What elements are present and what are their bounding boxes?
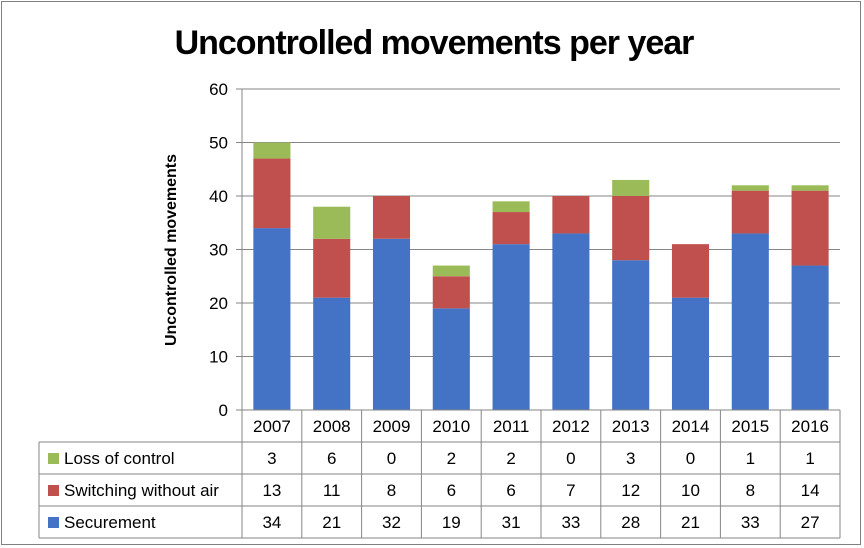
data-label: 21 [322,513,341,532]
y-tick-label: 30 [209,241,228,260]
data-label: 3 [267,449,276,468]
data-label: 2 [447,449,456,468]
bar-switching-without-air-2013 [612,196,650,261]
data-label: 27 [801,513,820,532]
bar-securement-2011 [492,244,530,410]
bar-switching-without-air-2007 [253,158,291,229]
data-label: 10 [681,481,700,500]
data-label: 11 [323,481,341,500]
bar-securement-2012 [552,233,590,410]
x-tick-label: 2010 [432,417,470,436]
data-table: 2007 2008 2009 2010 2011 2012 2013 2014 2015 2016… [38,409,841,539]
data-label: 6 [327,449,336,468]
data-label: 8 [746,481,755,500]
legend-entry: Switching without air [64,481,219,500]
data-label: 33 [561,513,580,532]
y-tick-label: 10 [209,348,228,367]
data-label: 2 [506,449,515,468]
data-label: 12 [621,481,640,500]
x-tick-label: 2016 [791,417,829,436]
bar-switching-without-air-2009 [372,196,411,239]
data-label: 0 [686,449,695,468]
data-label: 0 [387,449,396,468]
x-tick-label: 2013 [612,417,650,436]
chart-title: Uncontrolled movements per year [175,24,695,62]
data-label: 0 [566,449,575,468]
bar-securement-2009 [372,238,411,410]
y-tick-label: 60 [209,80,228,99]
x-tick-label: 2007 [253,417,291,436]
data-label: 13 [262,481,281,500]
bar-switching-without-air-2016 [791,190,829,266]
data-label: 6 [506,481,515,500]
data-label: 19 [442,513,461,532]
bar-loss-of-control-2015 [731,185,769,191]
y-axis-label: Uncontrolled movements [163,154,180,346]
bar-loss-of-control-2008 [313,206,351,239]
bar-switching-without-air-2012 [552,196,590,234]
bar-loss-of-control-2013 [612,179,650,196]
legend-entry: Loss of control [64,449,175,468]
legend-entry: Securement [64,513,156,532]
bar-switching-without-air-2010 [432,276,470,309]
legend-swatch [48,453,59,464]
data-label: 1 [805,449,814,468]
bar-securement-2016 [791,265,829,410]
legend-swatch [48,485,59,496]
bar-securement-2008 [313,297,351,410]
y-tick-label: 40 [209,187,228,206]
data-label: 34 [262,513,281,532]
bar-securement-2010 [432,308,470,410]
data-label: 14 [801,481,820,500]
data-label: 3 [626,449,635,468]
y-tick-label: 50 [209,134,228,153]
data-label: 32 [382,513,401,532]
bar-switching-without-air-2011 [492,212,530,245]
bar-switching-without-air-2008 [313,238,351,298]
y-tick-label: 0 [219,401,228,420]
data-label: 8 [387,481,396,500]
bar-securement-2007 [253,228,291,410]
bar-loss-of-control-2016 [791,185,829,191]
data-label: 1 [746,449,755,468]
y-tick-label: 20 [209,294,228,313]
data-label: 31 [502,513,521,532]
bar-securement-2015 [731,233,769,410]
data-label: 7 [566,481,575,500]
bars [253,142,829,410]
bar-switching-without-air-2014 [671,244,710,298]
data-label: 21 [681,513,700,532]
bar-loss-of-control-2007 [253,142,291,159]
x-tick-label: 2009 [373,417,411,436]
bar-securement-2014 [671,297,710,410]
x-tick-label: 2011 [493,417,530,436]
data-label: 28 [621,513,640,532]
data-label: 6 [447,481,456,500]
x-tick-label: 2015 [731,417,769,436]
bar-loss-of-control-2010 [432,265,470,277]
y-tick-labels: 0 10 20 30 40 50 60 [209,80,228,420]
x-tick-label: 2012 [552,417,590,436]
bar-switching-without-air-2015 [731,190,769,234]
data-label: 33 [741,513,760,532]
x-tick-label: 2014 [672,417,710,436]
bar-securement-2013 [612,260,650,410]
legend-swatch [48,517,59,528]
bar-loss-of-control-2011 [492,201,530,213]
x-tick-label: 2008 [313,417,351,436]
